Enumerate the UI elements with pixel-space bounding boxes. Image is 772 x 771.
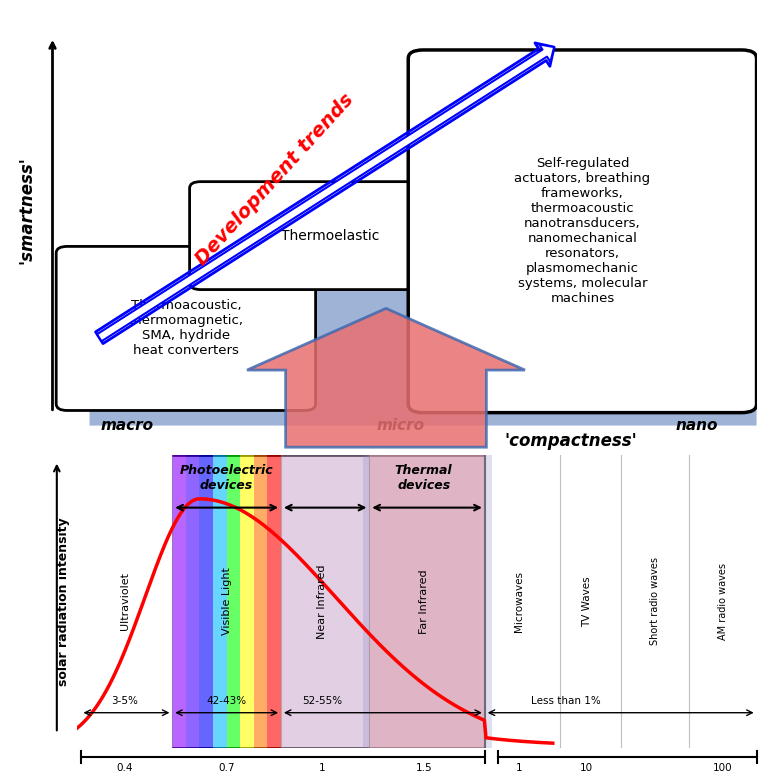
Text: Thermoelastic: Thermoelastic bbox=[281, 229, 380, 243]
Text: Thermal
devices: Thermal devices bbox=[394, 464, 452, 493]
Text: Far Infrared: Far Infrared bbox=[418, 569, 428, 634]
Bar bbox=[621, 455, 689, 748]
Text: Visible Light: Visible Light bbox=[222, 567, 232, 635]
Text: 1: 1 bbox=[516, 763, 522, 771]
Text: Short radio waves: Short radio waves bbox=[650, 557, 659, 645]
Bar bbox=[186, 455, 199, 748]
Text: macro: macro bbox=[100, 418, 153, 433]
Text: Thermoacoustic,
thermomagnetic,
SMA, hydride
heat converters: Thermoacoustic, thermomagnetic, SMA, hyd… bbox=[128, 299, 243, 358]
Polygon shape bbox=[90, 59, 757, 426]
Text: 0.7: 0.7 bbox=[218, 763, 235, 771]
Text: Less than 1%: Less than 1% bbox=[531, 696, 601, 706]
Text: Photoelectric
devices: Photoelectric devices bbox=[180, 464, 273, 493]
Bar bbox=[485, 455, 560, 748]
Text: micro: micro bbox=[377, 418, 425, 433]
Text: Development trends: Development trends bbox=[192, 90, 357, 269]
Bar bbox=[560, 455, 621, 748]
Text: 52-55%: 52-55% bbox=[302, 696, 342, 706]
Polygon shape bbox=[247, 308, 525, 447]
Bar bbox=[281, 455, 369, 748]
Text: 0.4: 0.4 bbox=[117, 763, 133, 771]
FancyBboxPatch shape bbox=[190, 182, 471, 290]
FancyBboxPatch shape bbox=[408, 50, 757, 412]
Text: 10: 10 bbox=[580, 763, 594, 771]
Text: AM radio waves: AM radio waves bbox=[718, 563, 727, 640]
Text: Ultraviolet: Ultraviolet bbox=[120, 572, 130, 631]
FancyBboxPatch shape bbox=[56, 247, 316, 410]
Bar bbox=[77, 455, 172, 748]
Text: TV Waves: TV Waves bbox=[582, 576, 591, 627]
Bar bbox=[689, 455, 757, 748]
Text: 42-43%: 42-43% bbox=[207, 696, 247, 706]
Bar bbox=[199, 455, 213, 748]
Text: 1.5: 1.5 bbox=[415, 763, 432, 771]
Bar bbox=[240, 455, 254, 748]
Text: Microwaves: Microwaves bbox=[514, 571, 523, 632]
Text: nano: nano bbox=[676, 418, 719, 433]
Text: 'compactness': 'compactness' bbox=[505, 432, 638, 449]
Bar bbox=[267, 455, 281, 748]
Bar bbox=[227, 455, 240, 748]
Bar bbox=[369, 455, 485, 748]
Bar bbox=[363, 455, 492, 748]
Bar bbox=[213, 455, 227, 748]
Text: 'smartness': 'smartness' bbox=[18, 156, 36, 264]
Text: 100: 100 bbox=[713, 763, 733, 771]
Text: 3-5%: 3-5% bbox=[111, 696, 138, 706]
Bar bbox=[254, 455, 267, 748]
Text: Near Infrared: Near Infrared bbox=[317, 564, 327, 638]
Text: solar radiation intensity: solar radiation intensity bbox=[57, 517, 70, 685]
Text: 1: 1 bbox=[319, 763, 325, 771]
Bar bbox=[172, 455, 186, 748]
Text: Self-regulated
actuators, breathing
frameworks,
thermoacoustic
nanotransducers,
: Self-regulated actuators, breathing fram… bbox=[514, 157, 651, 305]
